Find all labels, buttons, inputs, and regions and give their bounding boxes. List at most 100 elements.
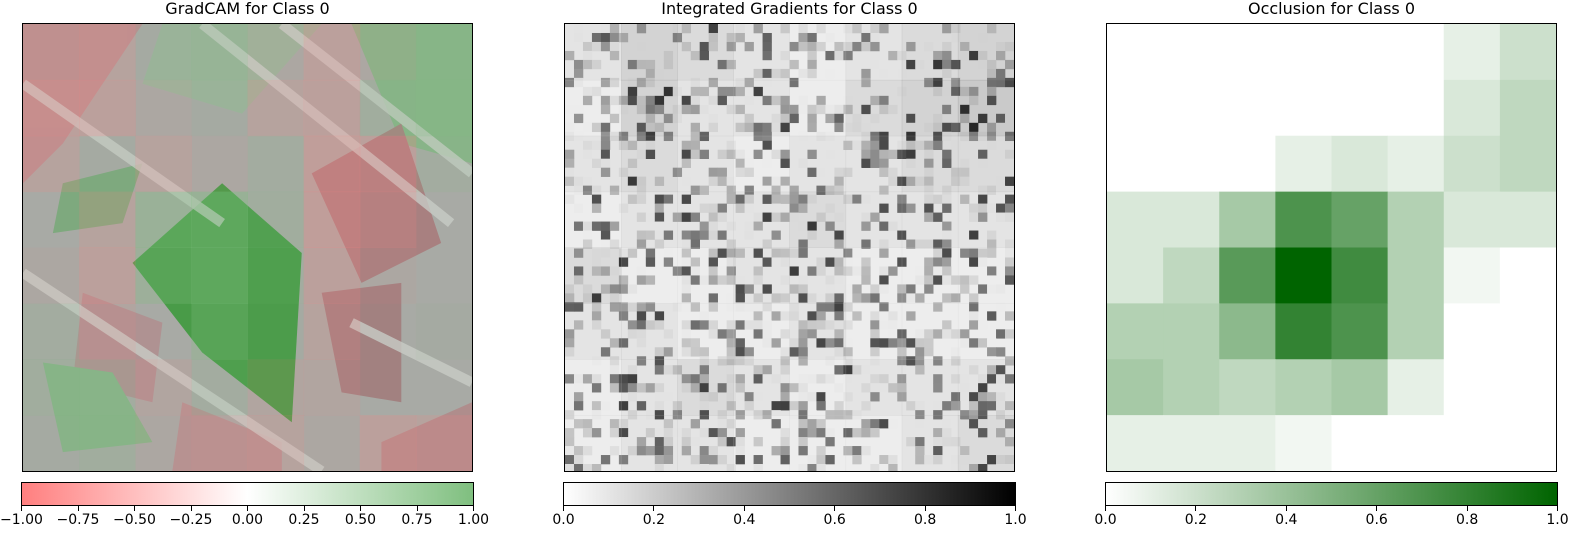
heatmap-cell: [957, 135, 1014, 193]
heatmap-cell: [23, 79, 80, 137]
heatmap-cell: [733, 303, 790, 360]
heatmap-cell: [845, 79, 903, 137]
heatmap-cell: [901, 415, 959, 471]
heatmap-cell: [845, 135, 903, 193]
heatmap-cell: [1499, 247, 1556, 304]
heatmap-cell: [901, 79, 959, 137]
heatmap-cell: [1163, 24, 1220, 81]
heatmap-cell: [1443, 135, 1501, 193]
heatmap-cell: [901, 135, 959, 193]
heatmap-cell: [677, 247, 734, 304]
integrated-gradients-heatmap: [564, 23, 1015, 472]
heatmap-cell: [360, 359, 417, 415]
colorbar-tick: [21, 506, 22, 511]
heatmap-cell: [247, 135, 305, 193]
heatmap-cell: [789, 247, 847, 304]
colorbar-tick: [134, 506, 135, 511]
heatmap-cell: [79, 247, 136, 304]
colorbar-tick-label: 1.00: [457, 512, 490, 528]
heatmap-cell: [621, 24, 678, 81]
heatmap-cell: [677, 303, 734, 360]
heatmap-cell: [733, 359, 790, 416]
heatmap-cell: [1275, 79, 1332, 137]
heatmap-cell: [789, 303, 847, 360]
heatmap-cell: [191, 191, 248, 248]
heatmap-cell: [1163, 303, 1220, 360]
heatmap-cell: [733, 135, 790, 193]
heatmap-cell: [135, 359, 192, 416]
colorbar-tick-label: 0.8: [1455, 512, 1479, 528]
heatmap-cell: [1163, 415, 1220, 471]
colorbar-tick-label: 0.2: [642, 512, 666, 528]
heatmap-cell: [901, 191, 959, 248]
heatmap-cell: [1499, 191, 1556, 248]
colorbar-tick-label: 0.0: [552, 512, 575, 528]
heatmap-cell: [23, 192, 80, 248]
heatmap-cell: [1331, 191, 1389, 248]
heatmap-cell: [1331, 415, 1389, 471]
heatmap-cell: [621, 191, 678, 248]
heatmap-cell: [303, 303, 361, 360]
heatmap-cell: [789, 135, 847, 193]
heatmap-cell: [303, 359, 361, 416]
heatmap-cell: [1499, 24, 1556, 81]
heatmap-cell: [247, 415, 305, 471]
heatmap-cell: [565, 415, 622, 471]
heatmap-cell: [135, 303, 192, 359]
heatmap-cell: [677, 191, 734, 248]
heatmap-cell: [1219, 359, 1276, 416]
heatmap-cell: [79, 303, 136, 360]
heatmap-cell: [1275, 135, 1332, 193]
heatmap-cell: [79, 191, 136, 248]
heatmap-cell: [247, 79, 305, 137]
heatmap-cell: [845, 191, 903, 248]
colorbar-tick: [1195, 506, 1197, 511]
heatmap-cell: [23, 135, 80, 193]
heatmap-cell: [901, 247, 959, 304]
heatmap-cell: [1499, 135, 1556, 193]
colorbar-tick: [653, 506, 655, 511]
heatmap-cell: [191, 359, 248, 416]
colorbar-tick-label: −0.25: [169, 512, 213, 528]
heatmap-cell: [415, 135, 472, 193]
colorbar-tick-label: −1.00: [0, 512, 43, 528]
heatmap-cell: [957, 247, 1014, 304]
colorbar-tick-label: 1.0: [1004, 512, 1027, 528]
heatmap-cell: [1163, 247, 1220, 304]
colorbar-tick-label: −0.75: [56, 512, 100, 528]
heatmap-cell: [1331, 359, 1389, 416]
heatmap-cell: [1387, 79, 1445, 137]
colorbar-tick-label: 0.8: [913, 512, 937, 528]
heatmap-cell: [135, 415, 192, 471]
heatmap-cell: [1219, 191, 1276, 248]
heatmap-cell: [1275, 359, 1332, 416]
heatmap-cell: [1387, 303, 1445, 360]
heatmap-cell: [303, 191, 361, 248]
heatmap-cell: [416, 192, 472, 248]
heatmap-cell: [1331, 303, 1389, 360]
colorbar-tick-label: 0.2: [1184, 512, 1208, 528]
colorbar-tick-label: 0.50: [344, 512, 377, 528]
heatmap-cell: [621, 359, 678, 416]
heatmap-cell: [845, 24, 903, 81]
heatmap-cell: [359, 247, 417, 304]
heatmap-cell: [733, 24, 790, 81]
heatmap-cell: [1387, 191, 1445, 248]
heatmap-cell: [303, 135, 361, 193]
colorbar-tick: [416, 506, 418, 511]
heatmap-cell: [565, 135, 622, 193]
colorbar-tick-label: 0.25: [288, 512, 320, 528]
colorbar-tick: [1466, 506, 1468, 511]
heatmap-cell: [957, 359, 1014, 416]
heatmap-cell: [1219, 135, 1276, 193]
heatmap-cell: [1219, 24, 1276, 81]
colorbar-tick: [360, 506, 361, 511]
heatmap-cell: [247, 191, 305, 248]
heatmap-cell: [565, 24, 622, 81]
heatmap-cell: [1499, 303, 1556, 360]
heatmap-cell: [957, 191, 1014, 248]
colorbar-tick: [743, 506, 745, 511]
heatmap-cell: [191, 415, 248, 471]
heatmap-cell: [565, 303, 622, 360]
heatmap-cell: [416, 359, 472, 415]
